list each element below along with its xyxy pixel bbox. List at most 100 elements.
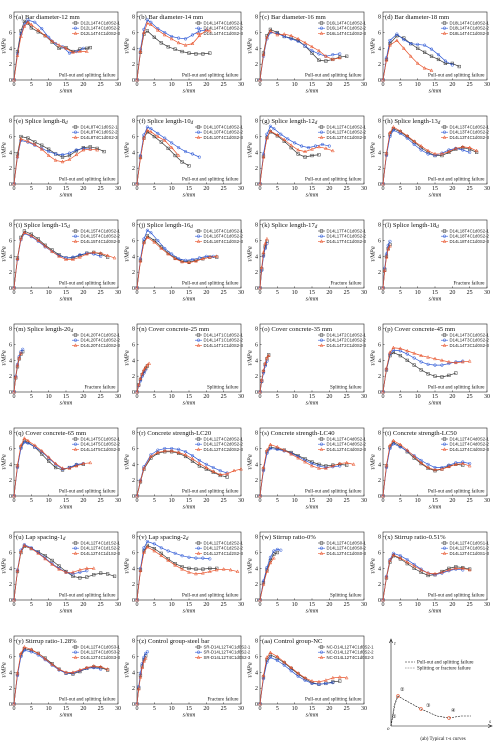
data-point: [272, 549, 276, 553]
data-point: [183, 149, 188, 154]
x-tick-label: 25: [344, 290, 350, 296]
data-point: [46, 153, 51, 157]
data-point: [453, 360, 458, 365]
y-tick-label: 0: [255, 286, 258, 292]
panel: 0 5 10 15 20 25 30 0 2 4 6 8 s/mm τ/MPa (q) Cover conc…: [2, 427, 121, 511]
x-tick-label: 25: [344, 82, 350, 88]
x-tick-label: 5: [153, 290, 156, 296]
panel: 0 5 10 15 20 25 30 0 2 4 6 8 s/mm τ/MPa (f) Splice len…: [125, 115, 244, 199]
y-tick-label: 6: [9, 655, 12, 661]
data-point: [268, 128, 273, 133]
data-point: [419, 360, 423, 364]
data-point: [268, 555, 272, 559]
x-tick-label: 15: [186, 602, 192, 608]
data-point: [461, 359, 465, 363]
y-tick-label: 0: [255, 390, 258, 396]
legend-marker: [319, 31, 324, 35]
data-point: [173, 563, 178, 567]
y-tick-label: 2: [9, 582, 12, 588]
y-axis-label: τ/MPa: [371, 246, 377, 261]
data-point: [467, 359, 472, 363]
schematic-y-symbol: τ: [394, 642, 396, 647]
legend-label: D14L12T4C2d0S2-1: [204, 437, 244, 442]
legend-label: D14L18T4C1d0S2-1: [450, 229, 490, 234]
x-tick-label: 20: [203, 602, 209, 608]
y-tick-label: 2: [132, 374, 135, 380]
failure-mode-label: Pull-out and splitting failure: [305, 490, 362, 495]
y-tick-label: 8: [255, 639, 258, 645]
legend-marker: [73, 437, 78, 441]
series-line: [13, 230, 108, 289]
y-tick-label: 0: [132, 286, 135, 292]
legend-marker: [73, 447, 78, 451]
legend-marker: [319, 234, 324, 238]
data-point: [183, 452, 188, 457]
legend-label: D14L12T4C1d0S3-2: [81, 650, 121, 655]
data-point: [29, 546, 34, 550]
x-axis-label: s/mm: [306, 193, 319, 199]
x-tick-label: 25: [98, 82, 104, 88]
data-point: [40, 27, 44, 31]
legend-label: D14L8T4C1d0S2-3: [81, 135, 119, 140]
data-point: [67, 153, 72, 158]
panel: 0 5 10 15 20 25 30 0 2 4 6 8 s/mm τ/MPa (o) Cover conc…: [248, 323, 367, 407]
data-point: [29, 22, 34, 26]
data-point: [183, 258, 188, 262]
data-point: [265, 448, 269, 452]
data-point: [310, 49, 314, 53]
data-point: [173, 551, 177, 555]
y-tick-label: 6: [132, 447, 135, 453]
y-tick-label: 6: [9, 31, 12, 37]
data-point: [422, 66, 427, 70]
y-tick-label: 4: [132, 566, 135, 572]
legend-label: D16L14T4C1d0S2-3: [327, 31, 367, 36]
data-point: [259, 378, 264, 382]
schematic-stage-label: ②: [400, 687, 405, 693]
legend-marker: [73, 551, 78, 555]
x-tick-label: 25: [467, 394, 473, 400]
x-axis-label: s/mm: [429, 193, 442, 199]
legend-label: D14L14T4C1d0S2-1: [204, 21, 244, 26]
legend-marker: [196, 21, 201, 25]
data-point: [112, 574, 117, 578]
failure-mode-label: Fracture failure: [208, 698, 240, 703]
x-tick-label: 0: [259, 82, 262, 88]
legend-marker: [442, 26, 447, 30]
x-tick-label: 25: [344, 186, 350, 192]
data-point: [208, 557, 212, 561]
x-tick-label: 0: [136, 498, 139, 504]
y-tick-label: 4: [132, 46, 135, 52]
data-point: [194, 52, 198, 56]
x-axis-label: s/mm: [183, 193, 196, 199]
y-tick-label: 4: [255, 462, 258, 468]
legend-label: D14L20T4C1d0S2-3: [81, 343, 121, 348]
x-tick-label: 30: [361, 498, 367, 504]
data-point: [197, 33, 202, 38]
legend-marker: [73, 645, 78, 649]
data-point: [296, 147, 301, 152]
legend-label: D14L12T4C1d0S0-3: [327, 551, 367, 556]
data-point: [419, 458, 423, 463]
y-tick-label: 6: [132, 655, 135, 661]
panel-title: (l) Splice length-18d: [385, 222, 439, 230]
y-tick-label: 2: [9, 270, 12, 276]
x-tick-label: 0: [382, 82, 385, 88]
x-tick-label: 25: [344, 498, 350, 504]
data-point: [313, 144, 318, 148]
data-point: [405, 558, 409, 562]
y-axis-label: τ/MPa: [371, 454, 377, 469]
data-point: [207, 569, 212, 573]
x-tick-label: 25: [98, 290, 104, 296]
legend-label: D14L8T4C1d0S2-2: [81, 130, 119, 135]
x-tick-label: 15: [432, 290, 438, 296]
x-tick-label: 15: [186, 290, 192, 296]
panel-title: (i) Splice length-15d: [16, 222, 70, 230]
data-point: [64, 670, 68, 674]
x-axis-label: s/mm: [60, 297, 73, 303]
data-point: [453, 462, 458, 466]
y-tick-label: 6: [378, 135, 381, 141]
x-tick-label: 15: [186, 82, 192, 88]
schematic-legend-label: Splitting or fracture failure: [417, 667, 472, 672]
data-point: [423, 50, 427, 54]
data-point: [145, 539, 149, 544]
